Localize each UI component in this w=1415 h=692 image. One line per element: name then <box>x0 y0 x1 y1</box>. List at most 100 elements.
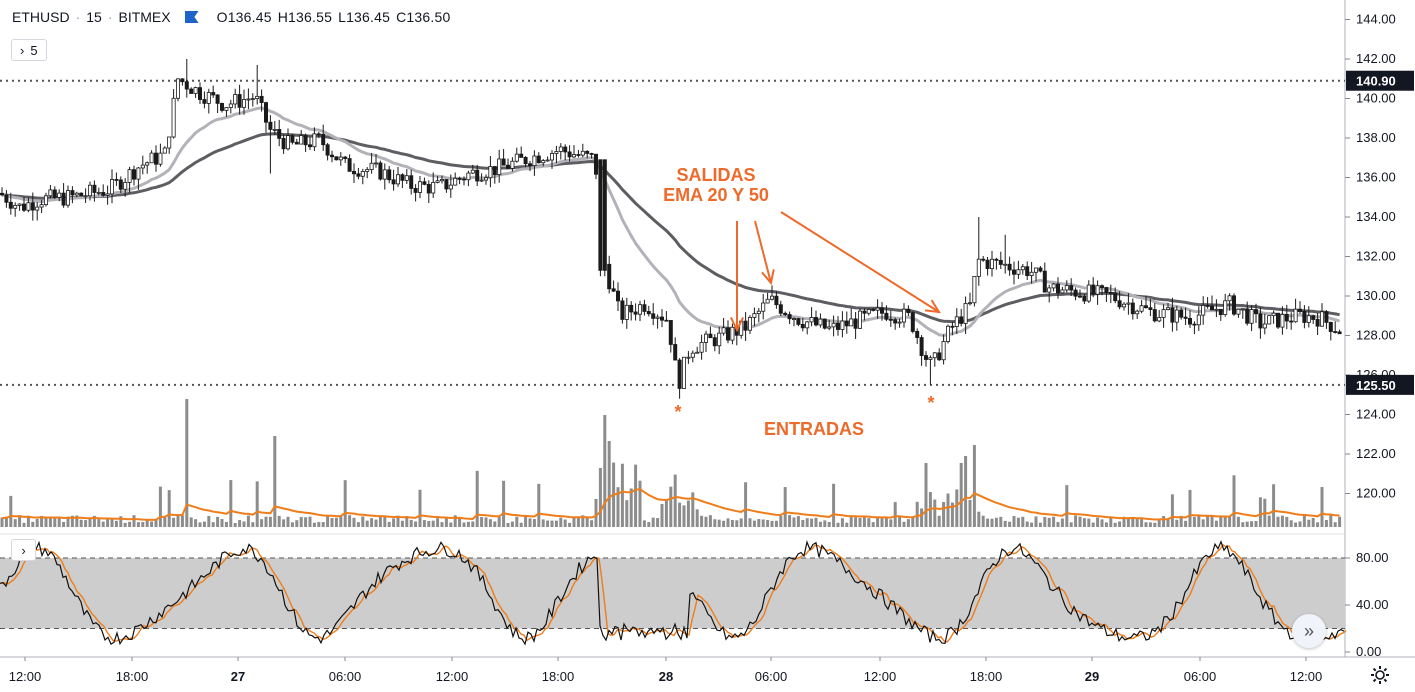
volume-bar <box>774 520 778 527</box>
volume-bar <box>1096 517 1100 527</box>
candle-body <box>395 174 400 185</box>
volume-bar <box>590 520 594 527</box>
candle-body <box>404 175 409 181</box>
candle-body <box>88 184 93 197</box>
volume-bar <box>172 517 176 527</box>
volume-bar <box>616 487 620 527</box>
candle-body <box>281 137 286 150</box>
candle-body <box>633 311 638 315</box>
volume-bar <box>664 500 668 527</box>
volume-bar <box>88 518 92 527</box>
candle-body <box>814 317 819 326</box>
low-value: L136.45 <box>338 9 391 25</box>
candle-body <box>585 150 590 154</box>
candle-body <box>871 309 876 311</box>
volume-bar <box>79 519 83 527</box>
candle-body <box>712 337 717 347</box>
volume-bar <box>352 517 356 527</box>
volume-bar <box>902 521 906 527</box>
candle-body <box>1201 305 1206 316</box>
volume-bar <box>708 515 712 527</box>
volume-bar <box>202 521 206 527</box>
settings-gear-icon[interactable] <box>1369 664 1391 686</box>
candle-body <box>35 206 40 211</box>
interval-label[interactable]: 15 <box>86 9 102 25</box>
volume-bar <box>942 502 946 527</box>
oscillator-toggle-button[interactable]: › <box>11 539 36 561</box>
volume-bar <box>1267 515 1271 527</box>
volume-bar <box>334 517 338 527</box>
volume-bar <box>1043 516 1047 527</box>
volume-bar <box>814 517 818 527</box>
candle-body <box>783 312 788 315</box>
volume-bar <box>1016 517 1020 527</box>
candle-body <box>1003 263 1008 266</box>
candle-body <box>453 177 458 186</box>
candle-body <box>457 177 462 180</box>
volume-bar <box>783 487 787 527</box>
volume-bar <box>1052 516 1056 527</box>
scroll-to-realtime-button[interactable]: » <box>1292 614 1326 648</box>
candle-body <box>1130 302 1135 315</box>
candle-body <box>976 258 981 277</box>
candle-body <box>563 146 568 153</box>
candle-body <box>580 150 585 156</box>
volume-bar <box>572 517 576 527</box>
candle-body <box>1064 285 1069 291</box>
volume-bar <box>163 516 167 527</box>
volume-bar <box>1250 521 1254 527</box>
candle-body <box>497 158 502 175</box>
candle-body <box>1082 295 1087 302</box>
volume-bar <box>1104 522 1108 527</box>
candle-body <box>505 164 510 169</box>
volume-bar <box>1166 518 1170 527</box>
candle-body <box>743 320 748 331</box>
candle-body <box>695 351 700 354</box>
volume-bar <box>682 505 686 527</box>
candle-body <box>1091 284 1096 295</box>
candle-body <box>321 133 326 146</box>
candle-body <box>356 173 361 177</box>
volume-bar <box>9 495 13 527</box>
candle-body <box>431 182 436 194</box>
candle-body <box>123 182 128 190</box>
volume-bar <box>13 519 17 527</box>
volume-bar <box>924 463 928 527</box>
candle-body <box>312 133 317 148</box>
volume-bar <box>1258 497 1262 527</box>
candle-body <box>479 179 484 182</box>
double-chevron-right-icon: » <box>1303 620 1314 641</box>
volume-bar <box>387 521 391 527</box>
volume-bar <box>185 399 189 527</box>
volume-bar <box>669 486 673 527</box>
indicators-toggle-button[interactable]: › 5 <box>11 39 47 61</box>
candle-body <box>307 144 312 148</box>
candle-body <box>1240 308 1245 311</box>
candle-body <box>937 352 942 361</box>
candle-body <box>994 258 999 261</box>
candle-body <box>206 92 211 104</box>
symbol-label[interactable]: ETHUSD <box>12 9 70 25</box>
volume-bar <box>1175 519 1179 527</box>
volume-bar <box>532 519 536 527</box>
candle-body <box>272 129 277 131</box>
volume-bar <box>449 522 453 527</box>
time-tick-label: 28 <box>659 669 673 684</box>
candle-body <box>136 167 141 180</box>
volume-bar <box>1241 522 1245 527</box>
volume-bar <box>1157 518 1161 527</box>
price-tick-label: 144.00 <box>1356 12 1396 27</box>
candle-body <box>215 94 220 104</box>
candle-body <box>1227 295 1232 302</box>
candle-body <box>263 102 268 123</box>
candle-body <box>1170 307 1175 323</box>
volume-bar <box>1170 494 1174 527</box>
candle-body <box>673 344 678 361</box>
volume-bar <box>1091 522 1095 527</box>
volume-bar <box>290 522 294 527</box>
stochastic-k-line <box>0 540 1345 646</box>
candle-body <box>1056 283 1061 294</box>
volume-bar <box>911 517 915 527</box>
candle-body <box>1108 292 1113 294</box>
